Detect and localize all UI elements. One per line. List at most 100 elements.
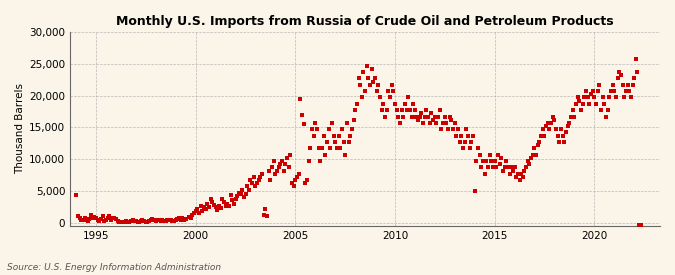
Point [635, 223, 646, 227]
Point [111, 217, 122, 221]
Point [597, 95, 608, 100]
Point [393, 114, 404, 119]
Point [602, 108, 613, 112]
Point [559, 140, 570, 144]
Point [552, 133, 563, 138]
Point [436, 127, 447, 131]
Point [628, 76, 639, 81]
Point [192, 207, 202, 211]
Point [406, 114, 417, 119]
Point [519, 168, 530, 173]
Point [140, 219, 151, 224]
Point [126, 219, 136, 224]
Point [574, 98, 585, 103]
Point [547, 114, 558, 119]
Point [564, 121, 574, 125]
Point [204, 205, 215, 210]
Point [119, 220, 130, 224]
Point [74, 216, 85, 221]
Point [386, 82, 397, 87]
Point [539, 133, 550, 138]
Point [105, 217, 116, 222]
Point [526, 156, 537, 160]
Point [622, 82, 633, 87]
Point [486, 159, 497, 163]
Point [256, 172, 267, 176]
Point [139, 219, 150, 224]
Point [114, 220, 125, 224]
Point [311, 127, 322, 131]
Point [205, 197, 216, 201]
Point [403, 95, 414, 100]
Point [290, 178, 301, 182]
Point [229, 201, 240, 206]
Point [273, 165, 284, 170]
Point [186, 215, 196, 220]
Point [356, 95, 367, 100]
Point [198, 205, 209, 209]
Point [145, 217, 156, 222]
Point [443, 127, 454, 131]
Point [317, 146, 327, 150]
Point [446, 117, 457, 122]
Point [451, 133, 462, 138]
Point [439, 114, 450, 119]
Point [252, 181, 263, 185]
Point [287, 181, 298, 185]
Point [248, 175, 259, 179]
Point [566, 114, 576, 119]
Point [195, 203, 206, 208]
Point [462, 133, 473, 138]
Point [86, 213, 97, 217]
Point [92, 217, 103, 222]
Point [617, 82, 628, 87]
Point [375, 95, 385, 100]
Point [292, 175, 302, 179]
Point [267, 165, 277, 170]
Point [285, 152, 296, 157]
Point [396, 108, 407, 112]
Point [560, 130, 571, 135]
Point [275, 162, 286, 166]
Point [400, 101, 410, 106]
Point [587, 89, 598, 93]
Point [270, 172, 281, 176]
Point [240, 192, 251, 196]
Point [212, 208, 223, 212]
Point [383, 89, 394, 93]
Point [269, 159, 279, 163]
Point [79, 215, 90, 220]
Point [373, 82, 384, 87]
Point [441, 121, 452, 125]
Point [246, 181, 257, 185]
Point [426, 111, 437, 116]
Point [320, 152, 331, 157]
Point [603, 95, 614, 100]
Point [599, 101, 610, 106]
Point [551, 127, 562, 131]
Point [173, 215, 184, 220]
Point [189, 211, 200, 215]
Point [338, 140, 349, 144]
Point [368, 79, 379, 84]
Point [413, 117, 424, 122]
Point [576, 108, 587, 112]
Point [620, 89, 631, 93]
Point [202, 202, 213, 207]
Point [569, 114, 580, 119]
Point [303, 159, 314, 163]
Point [84, 217, 95, 221]
Point [466, 140, 477, 144]
Point [478, 159, 489, 163]
Point [579, 95, 590, 100]
Point [501, 159, 512, 163]
Point [170, 218, 181, 223]
Point [454, 140, 465, 144]
Point [388, 89, 399, 93]
Point [418, 121, 429, 125]
Point [121, 219, 132, 223]
Point [543, 121, 554, 125]
Y-axis label: Thousand Barrels: Thousand Barrels [15, 83, 25, 174]
Point [200, 207, 211, 211]
Point [117, 220, 128, 224]
